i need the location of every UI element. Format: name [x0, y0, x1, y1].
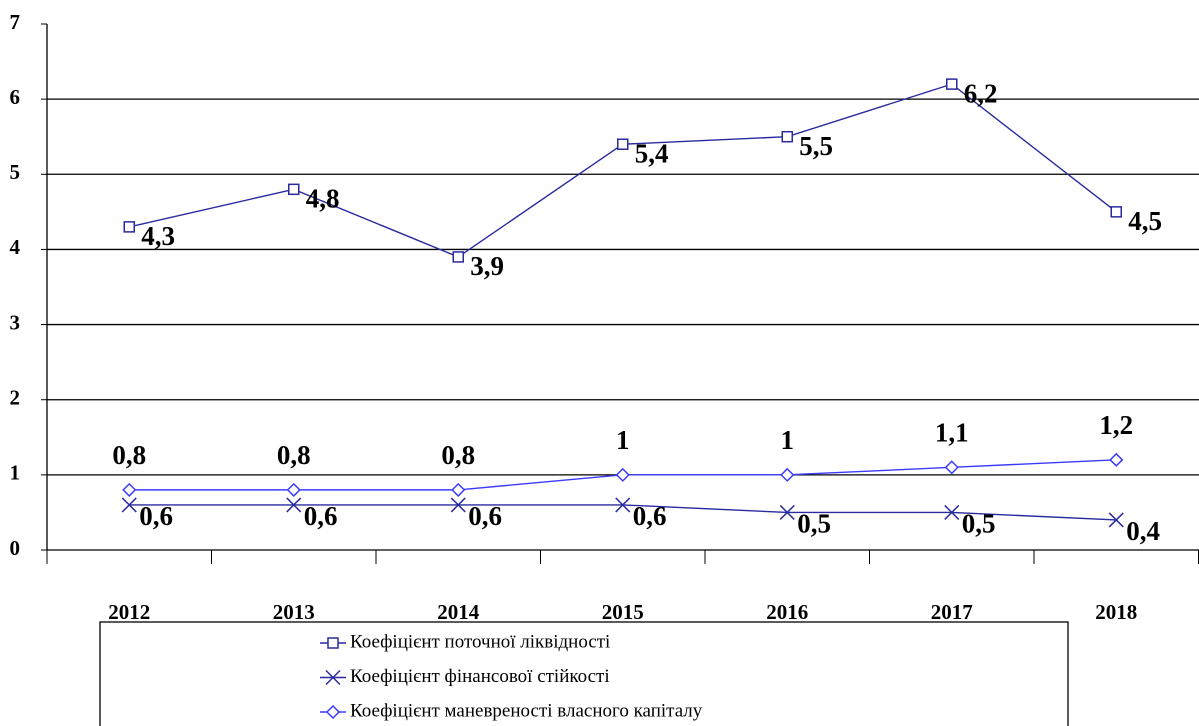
series-line	[129, 83, 1117, 258]
point	[1108, 512, 1124, 528]
data-label: 0,8	[441, 440, 475, 470]
y-tick-label: 5	[10, 160, 21, 184]
data-label: 1,1	[935, 418, 969, 448]
data-label: 1	[781, 425, 795, 455]
data-label: 0,6	[468, 501, 502, 531]
point	[946, 78, 958, 90]
data-label: 0,8	[277, 440, 311, 470]
point	[1110, 206, 1122, 218]
data-label: 0,5	[962, 509, 996, 539]
y-tick-label: 2	[10, 386, 21, 410]
data-label: 4,5	[1128, 206, 1162, 236]
legend-label: Коефіцієнт поточної ліквідності	[350, 631, 610, 652]
point	[780, 467, 795, 482]
point	[617, 138, 629, 150]
legend-label: Коефіцієнт маневреності власного капітал…	[350, 700, 703, 721]
data-label: 5,4	[635, 138, 669, 168]
y-tick-label: 0	[10, 536, 21, 560]
point	[122, 482, 137, 497]
point	[121, 497, 137, 513]
point	[944, 504, 960, 520]
y-tick-label: 1	[10, 461, 21, 485]
data-label: 0,6	[633, 501, 667, 531]
point	[288, 183, 300, 196]
point	[327, 637, 339, 649]
legend-label: Коефіцієнт фінансової стійкості	[350, 666, 610, 687]
point	[286, 482, 301, 497]
data-label: 4,3	[141, 221, 175, 251]
legend-box	[99, 621, 1069, 726]
point	[615, 497, 631, 513]
data-label: 0,6	[304, 501, 338, 531]
point	[944, 460, 959, 475]
point	[451, 482, 466, 497]
point	[452, 251, 464, 263]
point	[779, 504, 795, 520]
x-tick-label: 2016	[766, 600, 808, 624]
data-label: 0,5	[797, 509, 831, 539]
point	[1109, 452, 1124, 467]
y-tick-label: 3	[10, 310, 21, 334]
x-tick-label: 2014	[437, 600, 480, 624]
legend: Коефіцієнт поточної ліквідності Коефіцієн…	[99, 621, 1069, 726]
point	[450, 497, 466, 513]
data-label: 4,8	[306, 184, 340, 214]
data-label: 0,8	[112, 440, 146, 470]
point	[781, 130, 793, 143]
x-tick-label: 2015	[602, 600, 644, 624]
data-label: 1	[616, 425, 630, 455]
x-tick-label: 2013	[273, 600, 315, 624]
data-label: 0,4	[1126, 516, 1160, 546]
data-label: 3,9	[470, 251, 504, 281]
point	[123, 221, 135, 233]
data-label: 0,6	[139, 501, 173, 531]
x-tick-label: 2018	[1095, 600, 1137, 624]
point	[325, 669, 341, 686]
data-label: 5,5	[799, 131, 833, 161]
data-label: 1,2	[1099, 410, 1133, 440]
y-tick-label: 7	[10, 10, 21, 34]
x-tick-label: 2017	[931, 600, 973, 624]
point	[325, 704, 341, 720]
data-label: 6,2	[964, 78, 998, 108]
point	[615, 467, 630, 482]
y-tick-label: 6	[10, 85, 21, 109]
x-tick-label: 2012	[108, 600, 150, 624]
y-tick-label: 4	[10, 235, 21, 259]
point	[286, 497, 302, 513]
